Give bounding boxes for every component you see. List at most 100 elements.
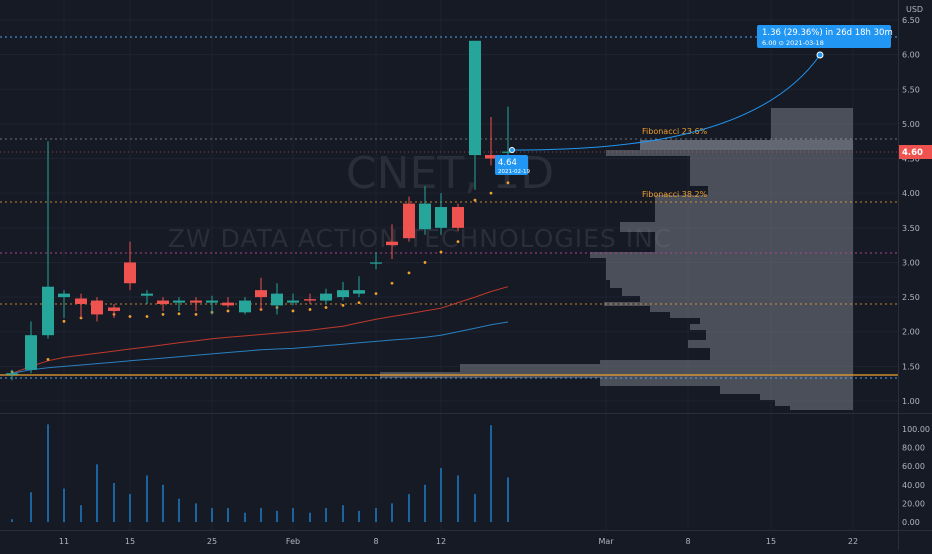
candle-body[interactable]: [190, 300, 202, 303]
sar-dot: [161, 313, 165, 316]
candle-body[interactable]: [6, 373, 18, 375]
profile-bar: [706, 330, 853, 340]
volume-bar: [162, 484, 164, 522]
candles[interactable]: [6, 40, 514, 381]
candle-body[interactable]: [25, 335, 37, 370]
candle-body[interactable]: [435, 207, 447, 228]
volume-bar: [424, 484, 426, 522]
candle-body[interactable]: [271, 293, 283, 306]
candle-body[interactable]: [42, 286, 54, 336]
volume-tick-label: 60.00: [902, 462, 925, 471]
volume-bar: [440, 468, 442, 522]
volume-bar: [375, 508, 377, 522]
candle-body[interactable]: [255, 290, 267, 298]
profile-bar: [655, 232, 853, 252]
profile-bar: [590, 252, 853, 258]
time-axis[interactable]: 11 15 25 Feb 8 12 Mar 8 15 22: [59, 537, 858, 546]
time-tick-label: 15: [766, 537, 776, 546]
volume-bar: [80, 505, 82, 522]
price-tick-label: 1.50: [902, 362, 920, 371]
sar-dot: [128, 315, 132, 318]
profile-bar: [771, 108, 853, 140]
candle-body[interactable]: [239, 300, 251, 313]
profile-bar: [604, 302, 853, 306]
candle-body[interactable]: [304, 299, 316, 301]
sar-dot: [489, 191, 493, 195]
volume-bar: [146, 475, 148, 522]
sar-dot: [357, 301, 361, 305]
profile-bar: [775, 400, 853, 406]
volume-tick-label: 40.00: [902, 481, 925, 490]
volume-profile: [380, 108, 853, 410]
profile-bar: [708, 186, 853, 195]
profile-bar: [690, 324, 853, 330]
projection-curve[interactable]: [511, 54, 821, 151]
candle-body[interactable]: [108, 307, 120, 311]
currency-label: USD: [906, 5, 923, 14]
candle-body[interactable]: [222, 302, 234, 306]
candle-body[interactable]: [173, 300, 185, 303]
time-tick-label: 15: [125, 537, 135, 546]
profile-bar: [720, 386, 853, 394]
candle-body[interactable]: [469, 40, 481, 156]
candle-body[interactable]: [502, 151, 514, 153]
candle-body[interactable]: [353, 290, 365, 294]
sar-dot: [324, 306, 328, 309]
candle-body[interactable]: [141, 293, 153, 296]
volume-bar: [490, 425, 492, 522]
candle-body[interactable]: [91, 300, 103, 315]
profile-bar: [790, 406, 853, 410]
projection-start[interactable]: [509, 147, 515, 153]
marker-date-text: 2021-02-19: [498, 169, 530, 175]
fib-label-38: Fibonacci 38.2%: [642, 190, 708, 199]
volume-bar: [47, 424, 49, 522]
sar-dot: [374, 292, 378, 296]
volume-bar: [129, 494, 131, 522]
time-tick-label: 25: [207, 537, 217, 546]
price-tick-label: 5.50: [902, 85, 920, 94]
volume-bar: [30, 492, 32, 522]
profile-bar: [600, 378, 853, 386]
projection-box[interactable]: [757, 25, 891, 48]
candle-body[interactable]: [287, 300, 299, 303]
volume-tick-label: 20.00: [902, 499, 925, 508]
candle-body[interactable]: [485, 155, 497, 159]
profile-bar: [640, 140, 853, 150]
time-tick-label: Mar: [598, 537, 614, 546]
candle-body[interactable]: [452, 207, 464, 228]
price-tick-label: 6.50: [902, 16, 920, 25]
profile-bar: [606, 150, 853, 156]
candle-body[interactable]: [419, 203, 431, 230]
profile-bar: [650, 306, 853, 312]
sar-dot: [291, 309, 295, 313]
candle-body[interactable]: [337, 290, 349, 298]
candle-body[interactable]: [320, 293, 332, 301]
profile-bar: [610, 280, 853, 288]
candle-body[interactable]: [58, 293, 70, 298]
candle-body[interactable]: [75, 298, 87, 305]
candle-body[interactable]: [403, 203, 415, 239]
price-axis[interactable]: 6.50 6.00 5.50 5.00 4.50 4.00 3.50 3.00 2.50 2.00…: [902, 16, 920, 406]
candle-body[interactable]: [124, 262, 136, 284]
candle-body[interactable]: [370, 262, 382, 264]
volume-bar: [358, 510, 360, 522]
price-tick-label: 4.50: [902, 155, 920, 164]
volume-bar: [457, 475, 459, 522]
sar-dot: [194, 313, 198, 316]
volume-bar: [325, 508, 327, 522]
volume-bar: [292, 508, 294, 522]
volume-axis: 100.00 80.00 60.00 40.00 20.00 0.00: [902, 425, 930, 527]
candle-body[interactable]: [206, 300, 218, 303]
profile-bar: [670, 312, 853, 318]
profile-bar: [640, 296, 853, 302]
projection-endpoint[interactable]: [816, 51, 824, 59]
candle-body[interactable]: [157, 300, 169, 305]
volume-bar: [96, 464, 98, 522]
candle-body[interactable]: [386, 241, 398, 246]
marker-box[interactable]: [495, 155, 528, 175]
profile-bar: [760, 394, 853, 400]
sar-dot: [439, 250, 443, 254]
price-tick-label: 2.50: [902, 293, 920, 302]
marker-price-text: 4.64: [498, 158, 517, 168]
